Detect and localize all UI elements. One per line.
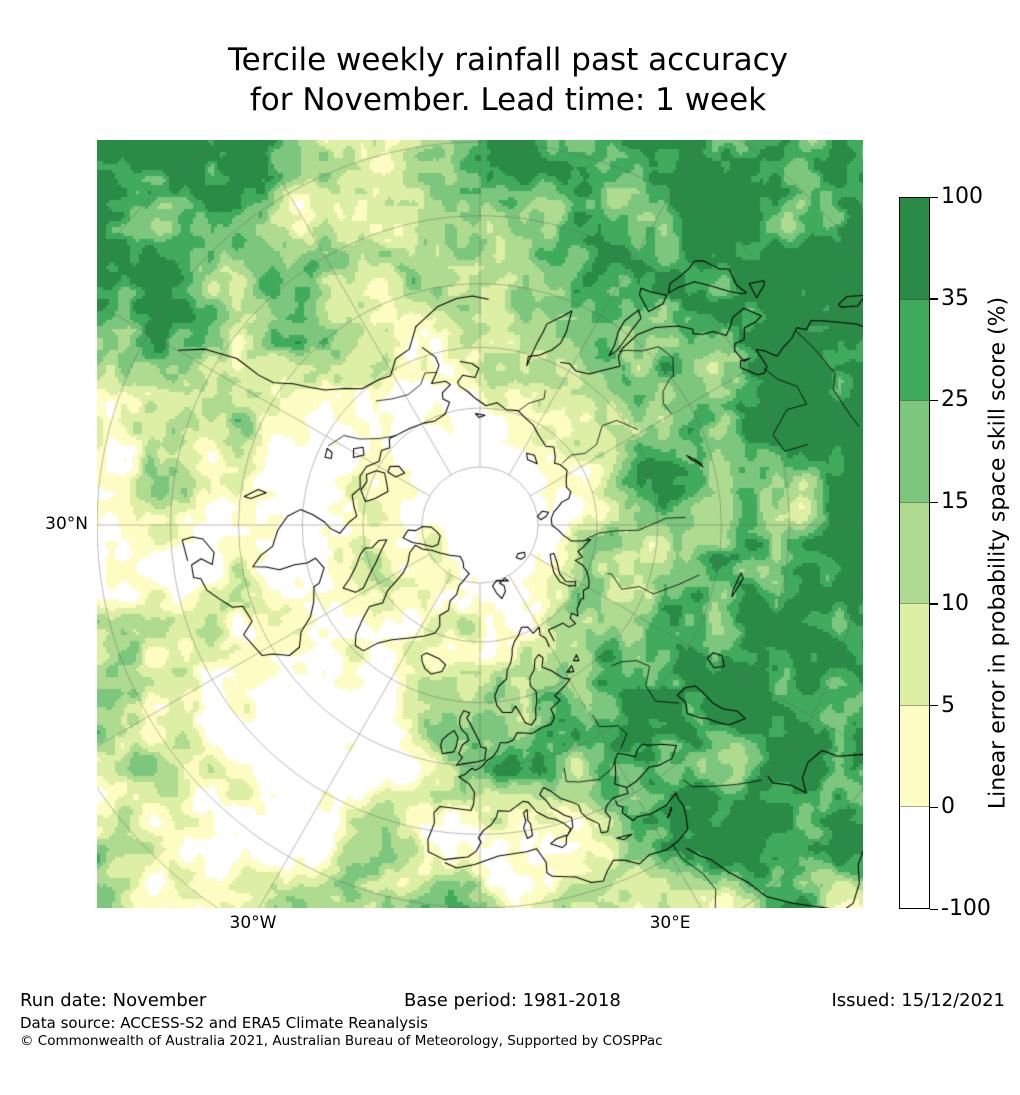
colorbar-tick-mark (930, 196, 938, 198)
colorbar-swatch (900, 806, 929, 909)
colorbar-tick-mark (930, 399, 938, 402)
copyright-text: © Commonwealth of Australia 2021, Austra… (20, 1033, 663, 1049)
gridline-label-30e: 30°E (649, 913, 691, 933)
colorbar-tick-mark (930, 908, 938, 910)
colorbar-swatch (900, 603, 929, 705)
colorbar-tick-label: 10 (941, 590, 969, 616)
colorbar-tick-label: 25 (941, 387, 969, 413)
colorbar-tick-mark (930, 298, 938, 300)
issued-date-text: Issued: 15/12/2021 (831, 990, 1005, 1011)
run-date-text: Run date: November (20, 990, 207, 1011)
colorbar-tick-label: 0 (941, 794, 955, 820)
figure-title: Tercile weekly rainfall past accuracy fo… (100, 40, 916, 120)
colorbar-tick-mark (930, 806, 938, 809)
colorbar-tick-label: 35 (941, 285, 969, 311)
colorbar-swatch (900, 198, 929, 299)
colorbar-tick-label: -100 (941, 896, 991, 921)
polar-map-canvas (97, 140, 863, 908)
colorbar-tick-mark (930, 603, 938, 605)
colorbar-swatch (900, 501, 929, 604)
colorbar-tick-label: 5 (941, 692, 955, 718)
colorbar-tick-mark (930, 501, 938, 503)
data-source-text: Data source: ACCESS-S2 and ERA5 Climate … (20, 1014, 428, 1032)
gridline-label-30w: 30°W (229, 913, 277, 933)
title-line-1: Tercile weekly rainfall past accuracy (228, 42, 788, 78)
colorbar-tick-label: 100 (941, 184, 983, 209)
colorbar-swatch (900, 298, 929, 401)
colorbar-swatch (900, 400, 929, 502)
title-line-2: for November. Lead time: 1 week (249, 82, 767, 118)
colorbar-tick-mark (930, 705, 938, 707)
colorbar-axis-label: Linear error in probability space skill … (985, 296, 1011, 810)
colorbar-tick-label: 15 (941, 489, 969, 515)
colorbar (899, 197, 930, 909)
gridline-label-30n: 30°N (45, 514, 88, 534)
base-period-text: Base period: 1981-2018 (404, 990, 621, 1011)
colorbar-swatch (900, 704, 929, 807)
